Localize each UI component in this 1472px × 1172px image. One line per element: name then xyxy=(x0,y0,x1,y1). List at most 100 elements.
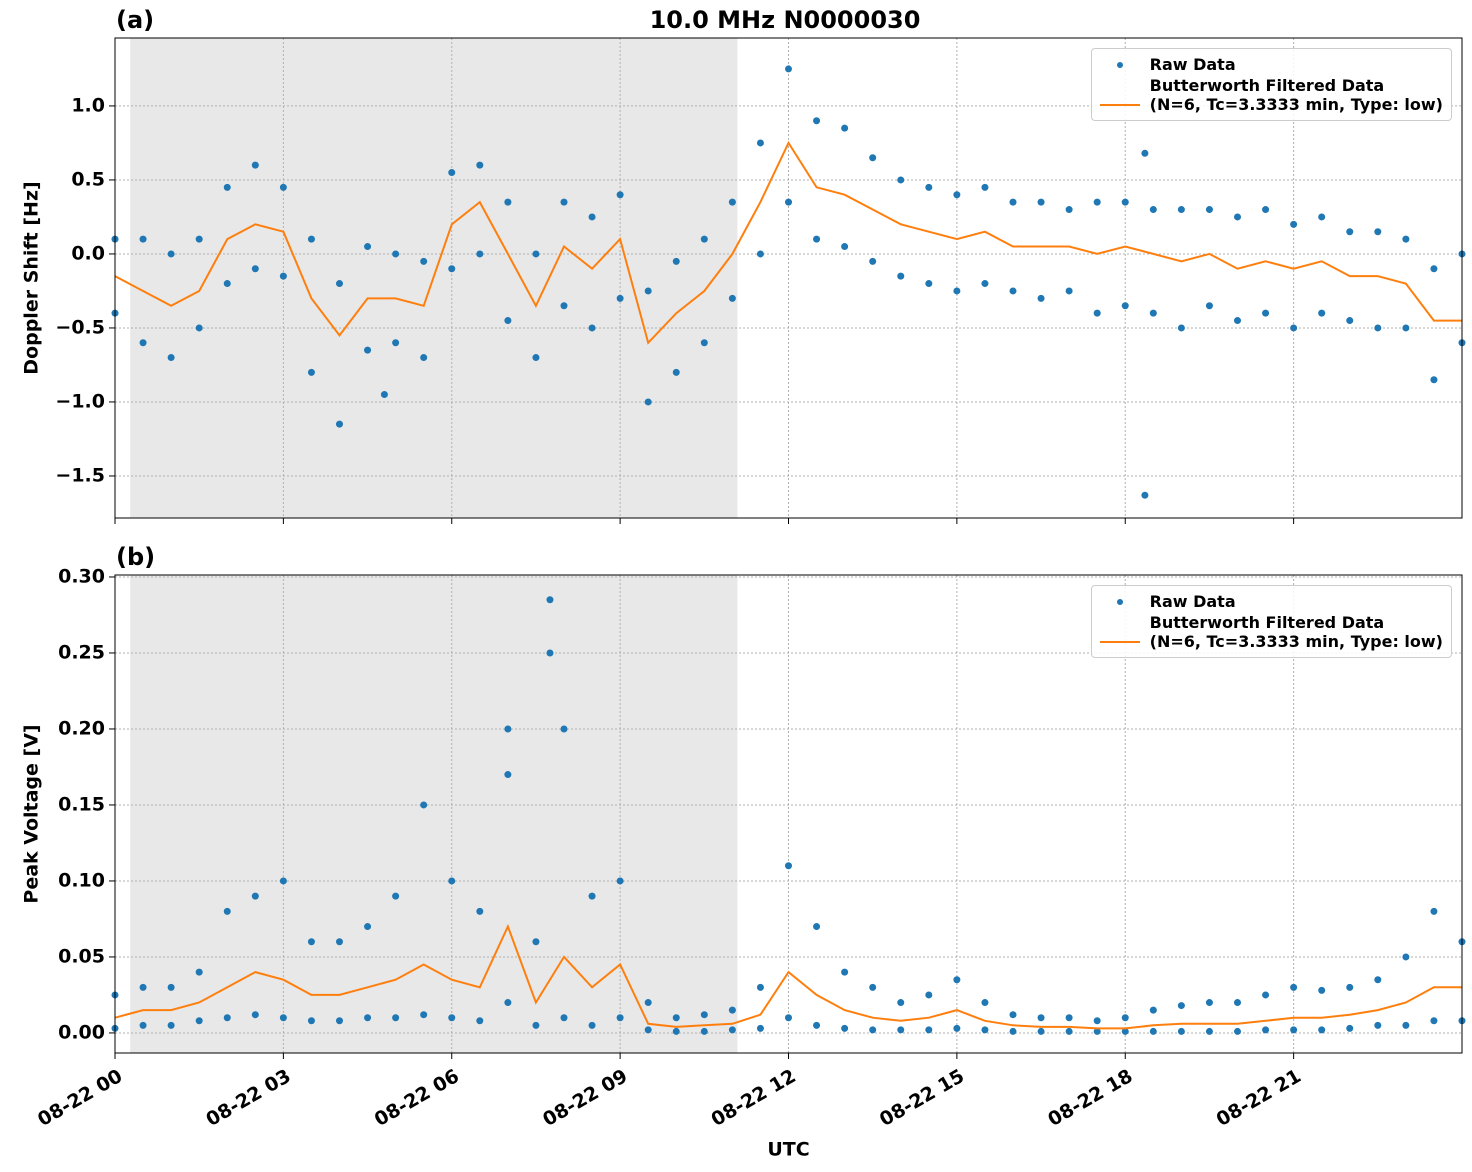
raw-point xyxy=(1234,317,1241,325)
panel-label: (a) xyxy=(116,6,154,34)
raw-point xyxy=(307,235,315,243)
y-tick-label: 0.15 xyxy=(58,793,105,815)
raw-point xyxy=(1234,1027,1241,1035)
raw-point xyxy=(981,1026,989,1034)
raw-point xyxy=(560,198,568,206)
legend-key xyxy=(1099,613,1140,643)
x-axis-label: UTC xyxy=(767,1139,809,1161)
raw-point xyxy=(546,596,554,604)
raw-point xyxy=(279,183,287,191)
shaded-span xyxy=(130,575,738,1053)
raw-point xyxy=(1430,265,1438,273)
y-tick-label: −0.5 xyxy=(55,316,105,338)
raw-point xyxy=(139,1021,147,1029)
raw-point xyxy=(1374,324,1382,332)
raw-point xyxy=(1374,976,1382,984)
raw-point xyxy=(167,354,175,362)
x-tick-label: 08-22 06 xyxy=(371,1065,463,1131)
raw-point xyxy=(1290,220,1298,228)
raw-point xyxy=(897,999,905,1007)
raw-point xyxy=(1346,317,1354,325)
raw-point xyxy=(1262,206,1270,214)
raw-point xyxy=(448,877,456,885)
raw-point xyxy=(336,280,343,288)
raw-point xyxy=(1037,198,1045,206)
y-tick-label: 0.5 xyxy=(71,168,105,190)
raw-point xyxy=(1141,491,1149,499)
raw-point xyxy=(785,65,792,73)
raw-point xyxy=(813,235,821,243)
raw-point xyxy=(700,339,708,347)
raw-point xyxy=(1234,999,1241,1007)
raw-point xyxy=(728,198,736,206)
x-tick-label: 08-22 15 xyxy=(876,1065,968,1131)
legend-entry: Raw Data xyxy=(1100,592,1443,611)
legend-label: Butterworth Filtered Data (N=6, Tc=3.333… xyxy=(1149,613,1443,651)
raw-point xyxy=(420,1011,428,1019)
y-tick-label: −1.0 xyxy=(55,390,105,412)
legend-key xyxy=(1100,592,1140,611)
raw-point xyxy=(897,272,905,280)
raw-point xyxy=(1037,1027,1045,1035)
raw-point xyxy=(1205,1027,1213,1035)
raw-point xyxy=(167,250,175,258)
raw-point xyxy=(672,1014,680,1022)
raw-point xyxy=(925,280,933,288)
raw-point xyxy=(785,198,792,206)
raw-point xyxy=(644,1026,652,1034)
x-tick-label: 08-22 00 xyxy=(34,1065,126,1131)
raw-point xyxy=(1430,1017,1438,1025)
raw-point xyxy=(1121,302,1129,310)
raw-point xyxy=(728,1026,736,1034)
raw-point xyxy=(1290,1026,1298,1034)
raw-point xyxy=(392,250,400,258)
raw-point xyxy=(1093,309,1101,317)
raw-point xyxy=(167,1021,175,1029)
raw-point xyxy=(1205,206,1213,214)
y-axis-label: Peak Voltage [V] xyxy=(21,724,43,903)
raw-point xyxy=(1402,1021,1410,1029)
raw-point xyxy=(279,1014,287,1022)
legend-entry: Butterworth Filtered Data (N=6, Tc=3.333… xyxy=(1099,613,1443,651)
raw-point xyxy=(251,265,259,273)
legend-label: Raw Data xyxy=(1149,55,1236,74)
y-tick-label: 0.00 xyxy=(58,1021,105,1043)
y-tick-label: −1.5 xyxy=(55,464,105,486)
raw-point xyxy=(251,892,259,900)
y-tick-label: 0.0 xyxy=(71,242,105,264)
x-tick-label: 08-22 12 xyxy=(707,1065,799,1131)
raw-point xyxy=(560,1014,568,1022)
raw-point xyxy=(392,339,400,347)
x-tick-label: 08-22 21 xyxy=(1213,1065,1305,1131)
legend-entry: Raw Data xyxy=(1100,55,1443,74)
raw-point xyxy=(813,1021,821,1029)
raw-point xyxy=(1205,999,1213,1007)
raw-point xyxy=(1093,1027,1101,1035)
raw-point xyxy=(195,1017,203,1025)
raw-point xyxy=(504,198,512,206)
raw-point xyxy=(504,725,512,733)
raw-point xyxy=(532,938,540,946)
raw-point xyxy=(925,1026,933,1034)
raw-point xyxy=(336,420,343,428)
raw-point xyxy=(380,391,388,399)
legend-label: Butterworth Filtered Data (N=6, Tc=3.333… xyxy=(1149,76,1443,114)
raw-point xyxy=(139,983,147,991)
legend-key xyxy=(1100,55,1140,74)
raw-point xyxy=(1141,149,1149,157)
raw-point xyxy=(336,938,343,946)
raw-point xyxy=(1037,294,1045,302)
y-axis-label: Doppler Shift [Hz] xyxy=(21,181,43,374)
raw-point xyxy=(1374,1021,1382,1029)
raw-point xyxy=(1262,309,1270,317)
raw-point xyxy=(476,161,484,169)
raw-point xyxy=(616,877,624,885)
raw-point xyxy=(728,1006,736,1014)
raw-point xyxy=(644,287,652,295)
raw-point xyxy=(1205,302,1213,310)
raw-point xyxy=(1093,198,1101,206)
raw-point xyxy=(672,368,680,376)
raw-point xyxy=(1430,376,1438,384)
